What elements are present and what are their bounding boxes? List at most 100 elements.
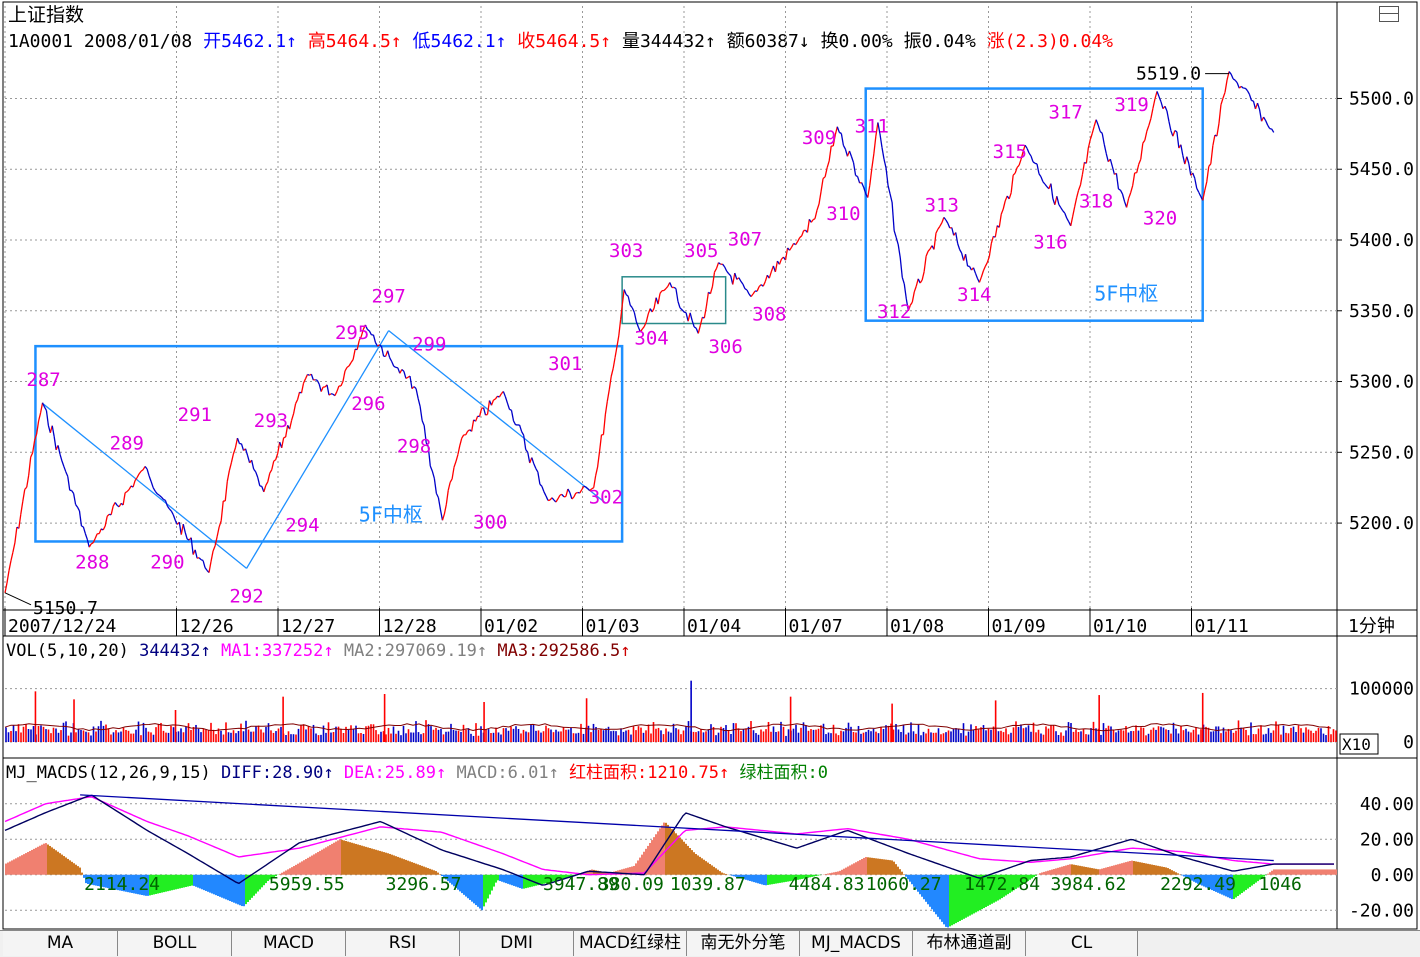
price-line-segment <box>1116 173 1118 189</box>
indicator-tab-7[interactable]: 南无外分笔 <box>687 931 800 956</box>
indicator-tab-1[interactable]: MA <box>3 931 118 956</box>
price-line-segment <box>946 220 948 223</box>
price-line-segment <box>1041 177 1043 182</box>
price-line-segment <box>115 502 117 505</box>
price-line-segment <box>21 501 23 514</box>
price-line-segment <box>153 488 155 492</box>
price-line-segment <box>1217 124 1219 136</box>
indicator-tab-5[interactable]: DMI <box>460 931 574 956</box>
macd-macd: MACD:6.01 <box>456 763 548 783</box>
price-line-segment <box>596 467 598 476</box>
price-line-segment <box>626 295 628 297</box>
price-line-segment <box>418 398 420 406</box>
pivot-label: 300 <box>473 512 507 534</box>
price-line-segment <box>520 425 522 432</box>
price-line-segment <box>452 467 454 479</box>
price-line-segment <box>745 289 747 290</box>
pivot-label: 314 <box>957 284 991 306</box>
price-line-segment <box>1264 117 1266 120</box>
indicator-tab-2[interactable]: BOLL <box>118 931 232 956</box>
price-line-segment <box>157 494 159 495</box>
price-line-segment <box>1143 140 1145 143</box>
pivot-label: 290 <box>150 551 184 573</box>
price-line-segment <box>636 322 638 327</box>
price-line-segment <box>1031 156 1033 162</box>
indicator-tab-6[interactable]: MACD红绿柱 <box>574 931 687 956</box>
indicator-tab-4[interactable]: RSI <box>346 931 460 956</box>
price-line-segment <box>619 320 621 336</box>
price-line-segment <box>611 369 613 377</box>
indicator-tab-9[interactable]: 布林通道副 <box>913 931 1026 956</box>
macd-diff: DIFF:28.90 <box>221 763 323 783</box>
indicator-tab-3[interactable]: MACD <box>232 931 346 956</box>
price-line-segment <box>1133 173 1135 186</box>
price-line-segment <box>580 490 582 493</box>
date-tick-label: 01/11 <box>1195 616 1249 637</box>
pivot-label: 297 <box>372 285 406 307</box>
price-line-segment <box>894 231 896 238</box>
price-line-segment <box>779 259 781 264</box>
price-line-segment <box>800 236 802 238</box>
price-line-segment <box>1081 174 1083 185</box>
price-line-segment <box>296 400 298 404</box>
price-line-segment <box>868 185 870 197</box>
price-line-segment <box>735 273 737 279</box>
price-line-segment <box>609 376 611 389</box>
price-line-segment <box>540 484 542 486</box>
macd-macd-arrow-icon: ↑ <box>549 763 559 783</box>
price-line-segment <box>199 558 201 560</box>
price-line-segment <box>1237 83 1239 88</box>
pivot-label: 303 <box>609 240 643 262</box>
price-line-segment <box>66 472 68 477</box>
price-line-segment <box>430 466 432 471</box>
price-line-segment <box>298 392 300 400</box>
price-line-segment <box>852 157 854 163</box>
price-line-segment <box>147 469 149 476</box>
price-line-segment <box>698 326 700 334</box>
price-line-segment <box>819 192 821 204</box>
price-line-segment <box>1213 135 1215 146</box>
price-line-segment <box>1090 134 1092 140</box>
price-line-segment <box>52 426 54 437</box>
price-line-segment <box>884 159 886 168</box>
volume-bars <box>5 681 1336 742</box>
price-line-segment <box>725 267 727 271</box>
price-line-segment <box>486 414 488 415</box>
price-line-segment <box>603 414 605 434</box>
price-line-segment <box>1233 79 1235 80</box>
price-line-segment <box>341 381 343 386</box>
price-line-segment <box>103 526 105 530</box>
price-line-segment <box>598 452 600 467</box>
price-line-segment <box>1059 204 1061 207</box>
price-line-segment <box>37 421 39 434</box>
pivot-zone-label: 5F中枢 <box>359 502 423 526</box>
price-line-segment <box>266 482 268 486</box>
indicator-tab-10[interactable]: CL <box>1026 931 1138 956</box>
price-line-segment <box>743 284 745 289</box>
date-tick-label: 12/28 <box>383 616 437 637</box>
price-line-segment <box>347 366 349 367</box>
price-line-segment <box>666 286 668 288</box>
pivot-label: 298 <box>397 435 431 457</box>
price-line-segment <box>454 462 456 468</box>
price-line-segment <box>139 471 141 474</box>
price-line-segment <box>127 489 129 491</box>
price-line-segment <box>233 448 235 454</box>
price-line-segment <box>416 389 418 399</box>
price-line-segment <box>163 499 165 500</box>
price-line-segment <box>1033 162 1035 164</box>
price-line-segment <box>290 420 292 429</box>
price-line-segment <box>1266 121 1268 126</box>
price-line-segment <box>311 374 313 380</box>
price-line-segment <box>276 453 278 459</box>
price-line-segment <box>837 127 839 133</box>
price-line-segment <box>717 263 719 269</box>
price-line-segment <box>151 482 153 488</box>
price-line-segment <box>511 410 513 421</box>
price-line-segment <box>183 524 185 532</box>
price-line-segment <box>538 472 540 484</box>
price-line-segment <box>821 178 823 191</box>
indicator-tab-8[interactable]: MJ_MACDS <box>800 931 913 956</box>
price-tick-label: 5400.0 <box>1349 230 1414 251</box>
